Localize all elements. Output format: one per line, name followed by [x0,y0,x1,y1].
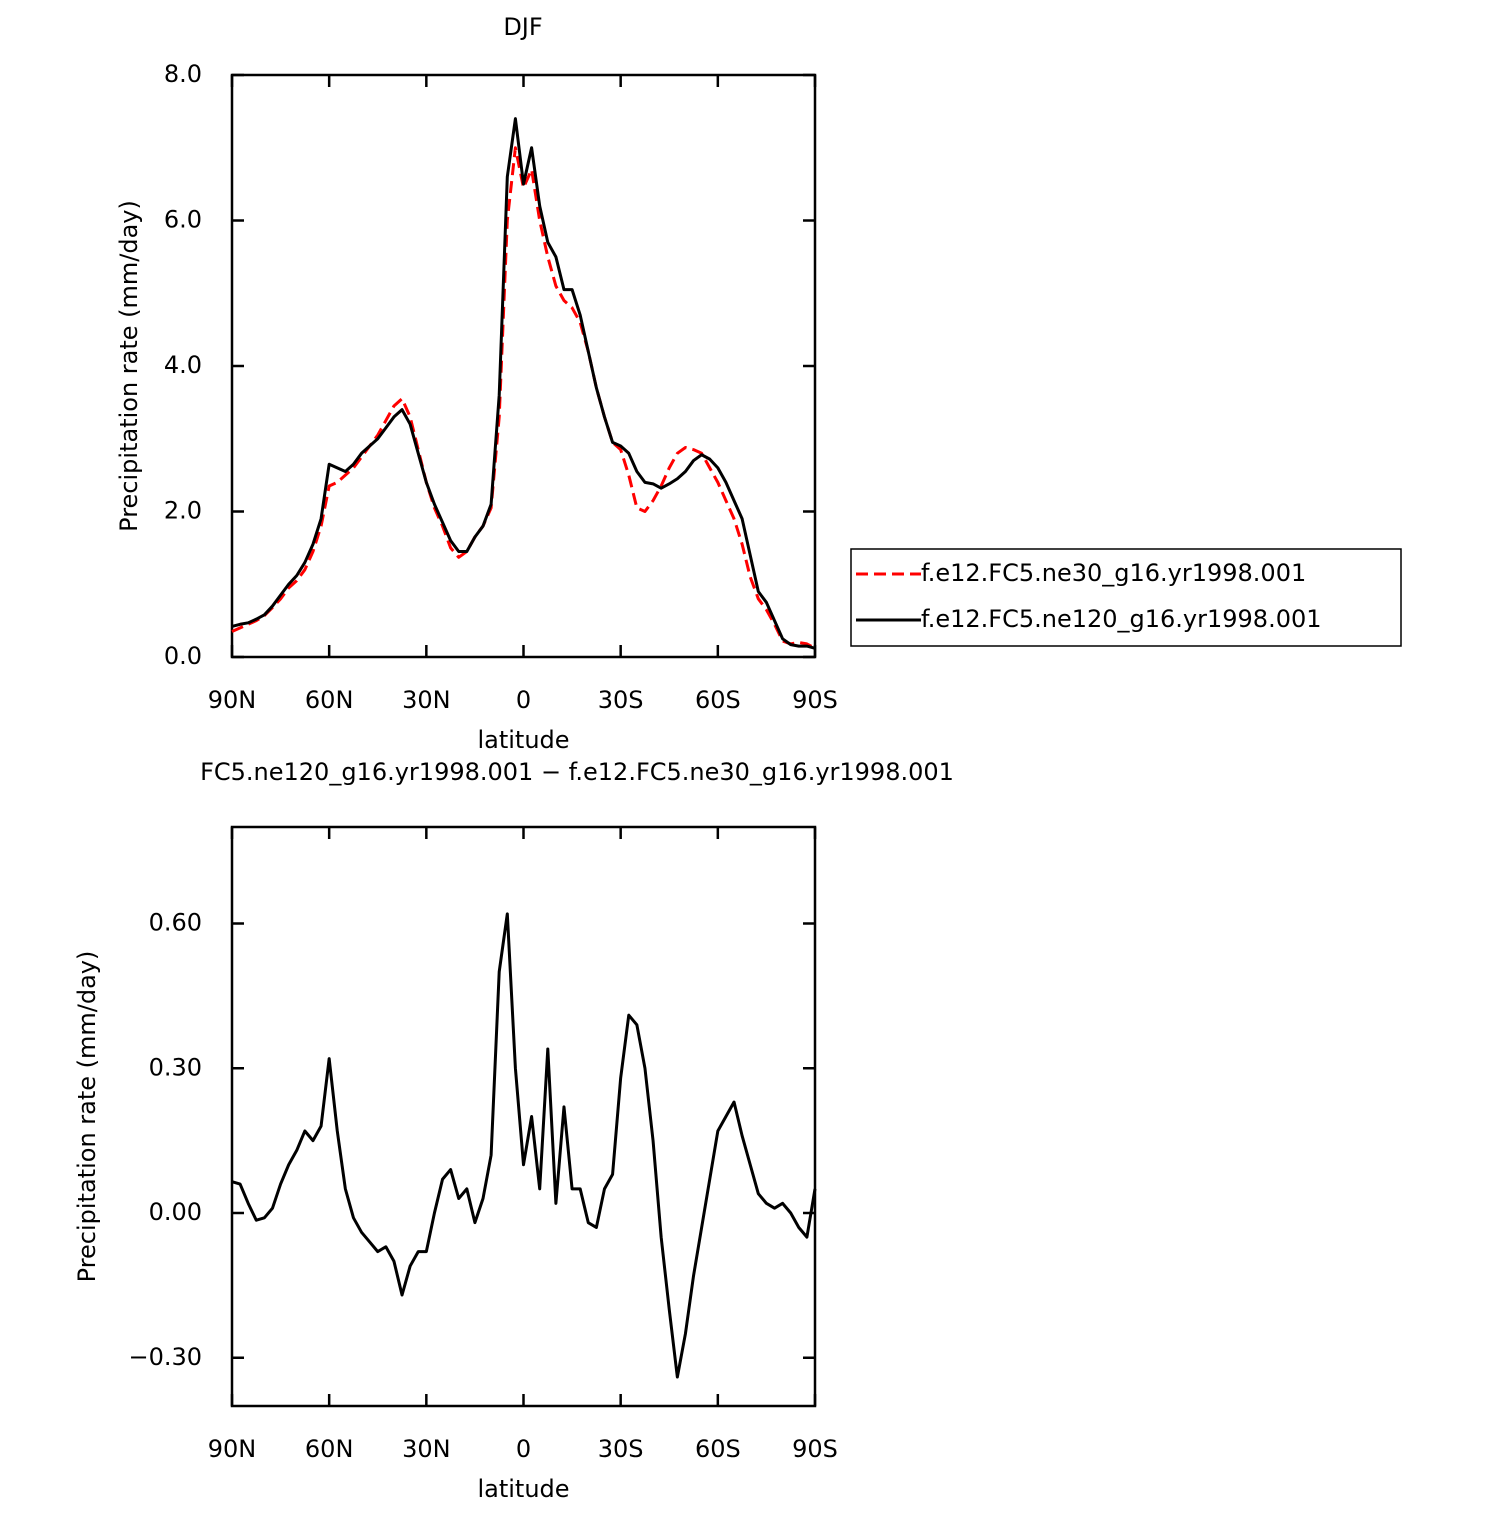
y-tick-label: 0.00 [149,1198,202,1226]
x-tick-label: 90N [208,1435,257,1463]
x-tick-label: 90S [792,686,838,714]
x-tick-label: 30N [402,686,451,714]
x-tick-label: 90S [792,1435,838,1463]
x-tick-label: 30N [402,1435,451,1463]
x-tick-label: 60N [305,686,354,714]
y-axis-label: Precipitation rate (mm/day) [73,951,101,1283]
data-line [231,146,816,650]
x-tick-label: 0 [516,686,531,714]
y-tick-label: 2.0 [164,497,202,525]
y-tick-label: 0.60 [149,909,202,937]
y-tick-label: −0.30 [128,1343,202,1371]
y-tick-label: 0.30 [149,1053,202,1081]
legend-label: f.e12.FC5.ne30_g16.yr1998.001 [921,559,1306,587]
plot-frame [230,73,817,659]
y-tick-label: 6.0 [164,206,202,234]
legend-label: f.e12.FC5.ne120_g16.yr1998.001 [921,605,1322,633]
data-line [231,117,816,650]
x-axis-label: latitude [477,726,569,754]
data-line [231,912,817,1379]
y-axis-label: Precipitation rate (mm/day) [115,200,143,532]
chart-title: DJF [503,13,542,41]
x-axis-label: latitude [477,1475,569,1503]
x-tick-label: 60S [695,686,741,714]
y-tick-label: 4.0 [164,351,202,379]
x-tick-label: 60S [695,1435,741,1463]
y-tick-label: 8.0 [164,60,202,88]
chart-title: FC5.ne120_g16.yr1998.001 − f.e12.FC5.ne3… [200,758,954,786]
x-tick-label: 0 [516,1435,531,1463]
x-tick-label: 60N [305,1435,354,1463]
legend-box [850,548,1402,647]
x-tick-label: 30S [598,1435,644,1463]
x-tick-label: 90N [208,686,257,714]
y-tick-label: 0.0 [164,642,202,670]
x-tick-label: 30S [598,686,644,714]
